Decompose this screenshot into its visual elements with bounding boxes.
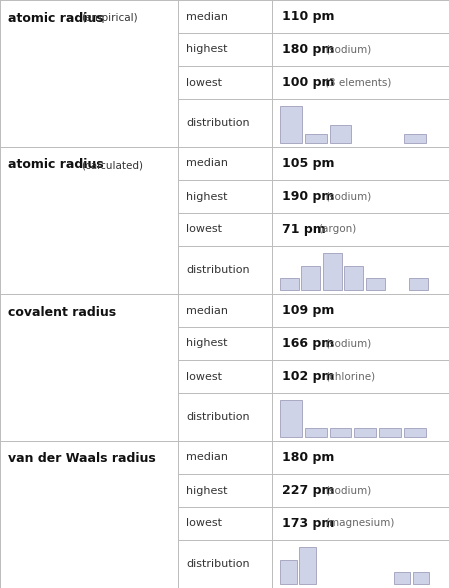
Bar (379, 428, 401, 437)
Bar (301, 266, 320, 290)
Text: 110 pm: 110 pm (282, 10, 335, 23)
Bar (404, 134, 426, 143)
Text: (sodium): (sodium) (325, 486, 371, 496)
Bar (409, 278, 428, 290)
Text: atomic radius: atomic radius (8, 12, 104, 25)
Bar (280, 278, 299, 290)
Text: 105 pm: 105 pm (282, 157, 335, 170)
Text: (magnesium): (magnesium) (325, 519, 394, 529)
Text: distribution: distribution (186, 412, 250, 422)
Text: 102 pm: 102 pm (282, 370, 335, 383)
Text: 109 pm: 109 pm (282, 304, 335, 317)
Bar (344, 266, 363, 290)
Bar (280, 106, 302, 143)
Text: lowest: lowest (186, 78, 222, 88)
Text: median: median (186, 159, 228, 169)
Text: 227 pm: 227 pm (282, 484, 335, 497)
Bar (305, 134, 326, 143)
Text: lowest: lowest (186, 372, 222, 382)
Bar (394, 572, 410, 584)
Bar (323, 253, 342, 290)
Text: 100 pm: 100 pm (282, 76, 335, 89)
Text: 71 pm: 71 pm (282, 223, 326, 236)
Text: median: median (186, 306, 228, 316)
Bar (404, 428, 426, 437)
Text: (sodium): (sodium) (325, 192, 371, 202)
Text: (3 elements): (3 elements) (325, 78, 392, 88)
Bar (305, 428, 326, 437)
Bar (413, 572, 429, 584)
Text: 190 pm: 190 pm (282, 190, 335, 203)
Text: 180 pm: 180 pm (282, 451, 335, 464)
Bar (280, 560, 297, 584)
Text: covalent radius: covalent radius (8, 306, 116, 319)
Text: lowest: lowest (186, 225, 222, 235)
Bar (280, 400, 302, 437)
Text: atomic radius: atomic radius (8, 159, 104, 172)
Bar (299, 547, 316, 584)
Text: median: median (186, 12, 228, 22)
Text: 180 pm: 180 pm (282, 43, 335, 56)
Bar (366, 278, 385, 290)
Text: highest: highest (186, 339, 228, 349)
Text: highest: highest (186, 192, 228, 202)
Text: distribution: distribution (186, 265, 250, 275)
Text: (chlorine): (chlorine) (325, 372, 375, 382)
Text: distribution: distribution (186, 559, 250, 569)
Text: highest: highest (186, 45, 228, 55)
Bar (330, 125, 351, 143)
Text: highest: highest (186, 486, 228, 496)
Text: (calculated): (calculated) (82, 160, 144, 170)
Text: 173 pm: 173 pm (282, 517, 335, 530)
Text: (sodium): (sodium) (325, 45, 371, 55)
Bar (330, 428, 351, 437)
Bar (354, 428, 376, 437)
Text: (sodium): (sodium) (325, 339, 371, 349)
Text: lowest: lowest (186, 519, 222, 529)
Text: median: median (186, 453, 228, 463)
Text: van der Waals radius: van der Waals radius (8, 453, 156, 466)
Text: (empirical): (empirical) (82, 13, 138, 23)
Text: (argon): (argon) (318, 225, 357, 235)
Text: 166 pm: 166 pm (282, 337, 334, 350)
Text: distribution: distribution (186, 118, 250, 128)
